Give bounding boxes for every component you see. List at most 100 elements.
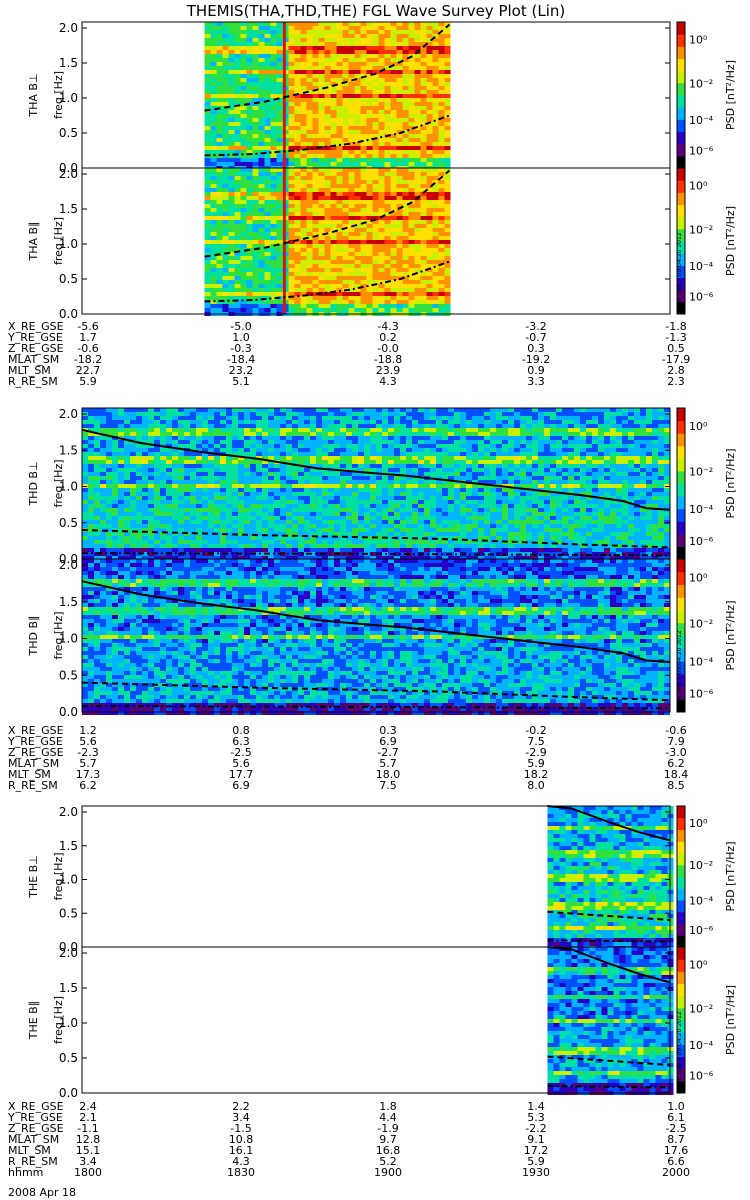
spectrogram-cell xyxy=(382,432,388,436)
spectrogram-cell xyxy=(426,260,433,264)
spectrogram-cell xyxy=(348,130,355,134)
spectrogram-cell xyxy=(204,70,211,74)
spectrogram-cell xyxy=(252,162,259,166)
spectrogram-cell xyxy=(372,50,379,54)
spectrogram-cell xyxy=(202,496,208,500)
spectrogram-cell xyxy=(148,540,154,544)
spectrogram-cell xyxy=(136,432,142,436)
spectrogram-cell xyxy=(316,420,322,424)
spectrogram-cell xyxy=(252,130,259,134)
spectrogram-cell xyxy=(378,98,385,102)
spectrogram-cell xyxy=(258,272,265,276)
spectrogram-cell xyxy=(340,472,346,476)
spectrogram-cell xyxy=(234,276,241,280)
spectrogram-cell xyxy=(444,236,451,240)
spectrogram-cell xyxy=(420,154,427,158)
spectrogram-cell xyxy=(372,196,379,200)
spectrogram-cell xyxy=(382,428,388,432)
spectrogram-cell xyxy=(322,532,328,536)
spectrogram-cell xyxy=(378,162,385,166)
spectrogram-cell xyxy=(348,70,355,74)
spectrogram-cell xyxy=(328,480,334,484)
spectrogram-cell xyxy=(142,424,148,428)
spectrogram-cell xyxy=(306,46,313,50)
spectrogram-cell xyxy=(334,496,340,500)
spectrogram-cell xyxy=(274,452,280,456)
spectrogram-cell xyxy=(352,412,358,416)
spectrogram-cell xyxy=(300,102,307,106)
spectrogram-cell xyxy=(234,196,241,200)
spectrogram-cell xyxy=(216,162,223,166)
spectrogram-cell xyxy=(390,146,397,150)
spectrogram-cell xyxy=(354,256,361,260)
spectrogram-cell xyxy=(354,42,361,46)
spectrogram-cell xyxy=(312,280,319,284)
spectrogram-cell xyxy=(270,142,277,146)
spectrogram-cell xyxy=(316,472,322,476)
spectrogram-cell xyxy=(348,146,355,150)
spectrogram-cell xyxy=(402,90,409,94)
spectrogram-cell xyxy=(432,300,439,304)
spectrogram-cell xyxy=(294,300,301,304)
spectrogram-cell xyxy=(300,220,307,224)
spectrogram-cell xyxy=(94,424,100,428)
spectrogram-cell xyxy=(234,308,241,312)
spectrogram-cell xyxy=(228,228,235,232)
spectrogram-cell xyxy=(234,236,241,240)
spectrogram-cell xyxy=(94,460,100,464)
spectrogram-cell xyxy=(294,176,301,180)
spectrogram-cell xyxy=(262,460,268,464)
spectrogram-cell xyxy=(250,440,256,444)
spectrogram-cell xyxy=(148,452,154,456)
spectrogram-cell xyxy=(178,528,184,532)
spectrogram-cell xyxy=(214,468,220,472)
spectrogram-cell xyxy=(378,196,385,200)
spectrogram-cell xyxy=(366,236,373,240)
spectrogram-cell xyxy=(88,460,94,464)
spectrogram-cell xyxy=(336,90,343,94)
spectrogram-cell xyxy=(306,268,313,272)
spectrogram-cell xyxy=(136,544,142,548)
spectrogram-cell xyxy=(352,508,358,512)
spectrogram-cell xyxy=(312,70,319,74)
spectrogram-cell xyxy=(346,440,352,444)
spectrogram-cell xyxy=(166,544,172,548)
spectrogram-cell xyxy=(262,488,268,492)
spectrogram-cell xyxy=(364,540,370,544)
spectrogram-cell xyxy=(306,110,313,114)
spectrogram-cell xyxy=(354,272,361,276)
spectrogram-cell xyxy=(354,288,361,292)
spectrogram-cell xyxy=(216,280,223,284)
spectrogram-cell xyxy=(228,98,235,102)
y-tick-label: 1.5 xyxy=(59,56,78,70)
spectrogram-cell xyxy=(300,284,307,288)
spectrogram-cell xyxy=(112,460,118,464)
spectrogram-cell xyxy=(264,86,271,90)
spectrogram-cell xyxy=(432,188,439,192)
spectrogram-cell xyxy=(316,476,322,480)
spectrogram-cell xyxy=(298,416,304,420)
spectrogram-cell xyxy=(148,552,154,556)
spectrogram-cell xyxy=(252,150,259,154)
spectrogram-cell xyxy=(342,58,349,62)
spectrogram-cell xyxy=(246,118,253,122)
spectrogram-cell xyxy=(304,416,310,420)
spectrogram-cell xyxy=(292,532,298,536)
spectrogram-cell xyxy=(372,158,379,162)
spectrogram-cell xyxy=(300,188,307,192)
spectrogram-cell xyxy=(432,248,439,252)
spectrogram-cell xyxy=(408,118,415,122)
spectrogram-cell xyxy=(384,150,391,154)
spectrogram-cell xyxy=(300,212,307,216)
spectrogram-cell xyxy=(396,248,403,252)
spectrogram-cell xyxy=(240,308,247,312)
spectrogram-cell xyxy=(172,464,178,468)
spectrogram-cell xyxy=(414,276,421,280)
spectrogram-cell xyxy=(330,66,337,70)
spectrogram-cell xyxy=(222,126,229,130)
spectrogram-cell xyxy=(324,204,331,208)
spectrogram-cell xyxy=(204,208,211,212)
spectrogram-cell xyxy=(160,420,166,424)
spectrogram-cell xyxy=(342,192,349,196)
